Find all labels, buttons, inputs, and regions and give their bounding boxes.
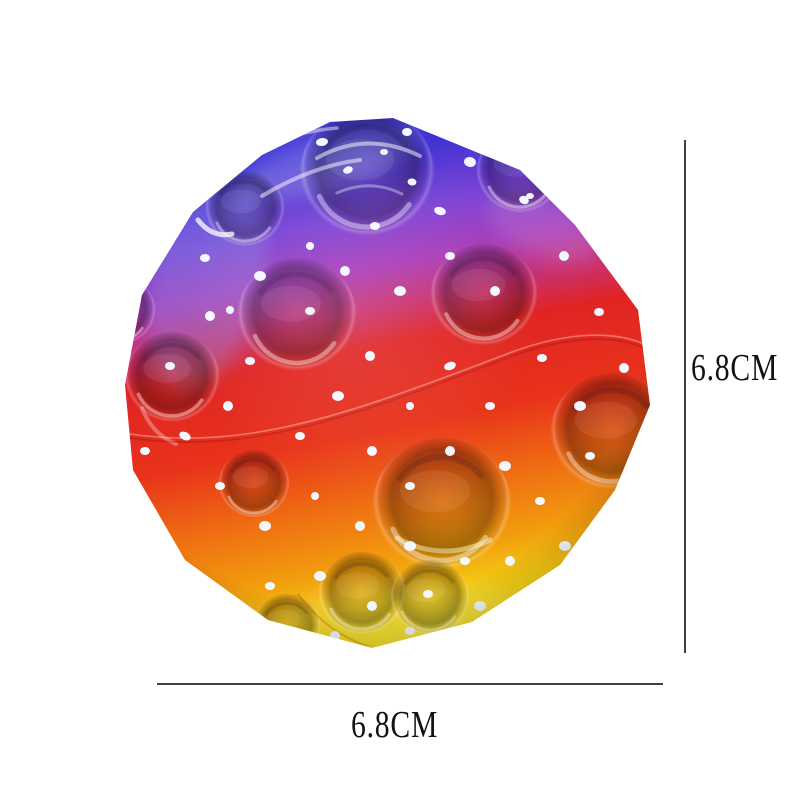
width-dimension-line [157,683,663,685]
ball-shading [125,118,650,648]
ball-svg [125,118,650,648]
width-dimension-label: 6.8CM [351,704,439,746]
height-dimension-line [684,140,686,653]
height-dimension-label: 6.8CM [691,347,779,389]
ball-image [112,108,662,658]
